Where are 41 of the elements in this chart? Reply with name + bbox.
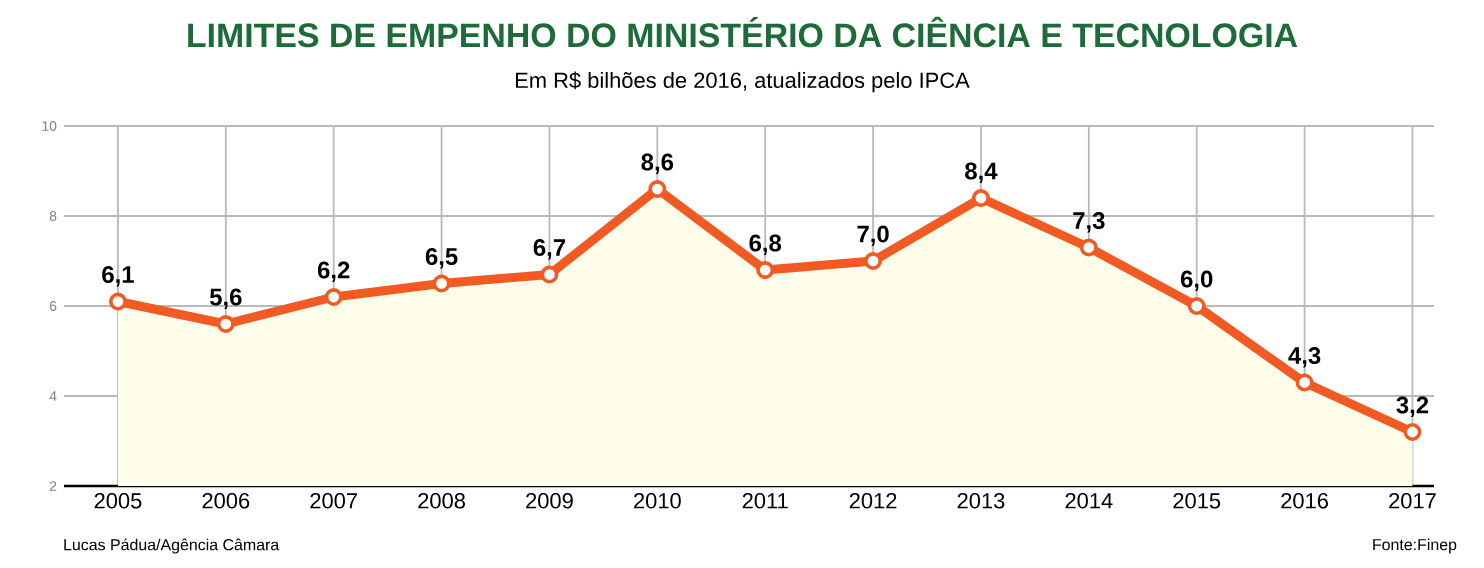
chart-title: LIMITES DE EMPENHO DO MINISTÉRIO DA CIÊNCIA E TECNOLOGIA [188, 16, 1298, 48]
x-tick-label: 2014 [1065, 493, 1113, 509]
x-tick-label: 2010 [634, 493, 681, 509]
point [1079, 238, 1098, 257]
x-tick-label: 2017 [1389, 493, 1436, 509]
point [648, 180, 667, 198]
point [324, 288, 343, 306]
data-label: 6,8 [749, 234, 782, 255]
point [1403, 423, 1422, 441]
x-tick-label: 2011 [742, 493, 788, 509]
data-label: 8,6 [641, 153, 674, 174]
x-tick-label: 2005 [94, 493, 142, 509]
point [756, 261, 775, 279]
point [1295, 373, 1314, 392]
point [108, 292, 127, 311]
data-label: 6,5 [425, 248, 458, 269]
x-tick-label: 2006 [202, 493, 250, 509]
point [432, 274, 451, 293]
x-tick-label: 2013 [957, 493, 1005, 509]
data-label: 6,1 [102, 266, 134, 287]
data-label: 8,4 [965, 162, 998, 183]
point [1187, 297, 1206, 315]
data-label: 4,3 [1288, 347, 1321, 368]
x-tick-label: 2009 [526, 493, 573, 509]
x-tick-label: 2012 [849, 493, 897, 509]
data-label: 6,7 [533, 239, 566, 260]
data-label: 5,6 [209, 288, 242, 309]
chart-subtitle: Em R$ bilhões de 2016, atualizados pelo IPCA [515, 71, 970, 93]
x-tick-label: 2016 [1281, 493, 1328, 509]
point [540, 265, 559, 284]
data-label: 7,0 [857, 225, 889, 246]
data-label: 3,2 [1396, 396, 1429, 417]
x-tick-label: 2015 [1173, 493, 1221, 509]
x-tick-label: 2008 [418, 493, 465, 509]
point [864, 252, 883, 270]
data-label: 6,0 [1180, 270, 1213, 291]
data-label: 6,2 [317, 261, 350, 282]
data-label: 7,3 [1073, 212, 1105, 233]
point [216, 315, 235, 333]
x-tick-label: 2007 [310, 493, 357, 509]
point [971, 189, 990, 207]
